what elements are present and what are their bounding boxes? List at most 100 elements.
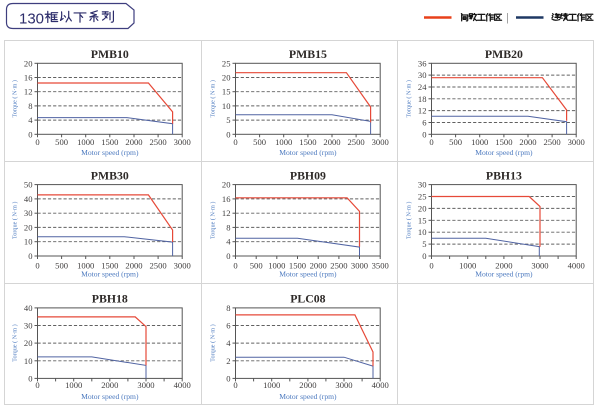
- svg-text:8: 8: [226, 222, 230, 232]
- svg-text:10: 10: [418, 227, 427, 237]
- svg-text:Torque ( N·m ): Torque ( N·m ): [405, 202, 412, 240]
- svg-text:0: 0: [35, 260, 39, 270]
- svg-text:10: 10: [222, 101, 231, 111]
- svg-text:40: 40: [24, 194, 33, 204]
- svg-text:1000: 1000: [471, 137, 488, 147]
- svg-text:0: 0: [226, 373, 230, 383]
- svg-text:Motor speed (rpm): Motor speed (rpm): [81, 148, 139, 157]
- svg-text:Torque ( N·m ): Torque ( N·m ): [405, 80, 412, 118]
- svg-text:2: 2: [226, 356, 230, 366]
- svg-text:Motor speed (rpm): Motor speed (rpm): [475, 270, 533, 279]
- svg-text:6: 6: [422, 118, 427, 128]
- svg-text:20: 20: [24, 222, 33, 232]
- svg-text:1000: 1000: [77, 137, 94, 147]
- svg-text:Torque ( N·m ): Torque ( N·m ): [209, 324, 216, 362]
- svg-text:40: 40: [24, 303, 33, 313]
- svg-text:15: 15: [222, 87, 231, 97]
- svg-text:130: 130: [19, 11, 44, 28]
- svg-text:|: |: [506, 12, 509, 24]
- svg-text:3000: 3000: [174, 260, 191, 270]
- svg-text:Torque ( N·m ): Torque ( N·m ): [209, 202, 216, 240]
- svg-text:0: 0: [233, 137, 237, 147]
- svg-text:4: 4: [226, 237, 231, 247]
- svg-text:2500: 2500: [150, 260, 167, 270]
- svg-text:6: 6: [226, 321, 231, 331]
- svg-text:PBH09: PBH09: [290, 168, 326, 182]
- svg-text:1500: 1500: [495, 137, 512, 147]
- svg-text:2000: 2000: [125, 260, 142, 270]
- svg-text:16: 16: [24, 73, 33, 83]
- svg-text:1500: 1500: [101, 137, 118, 147]
- svg-text:PMB30: PMB30: [91, 168, 129, 182]
- svg-text:3500: 3500: [372, 260, 389, 270]
- svg-text:3000: 3000: [372, 137, 389, 147]
- svg-text:8: 8: [28, 101, 32, 111]
- svg-text:20: 20: [222, 73, 231, 83]
- svg-text:20: 20: [222, 180, 231, 190]
- svg-text:30: 30: [418, 180, 427, 190]
- svg-text:4000: 4000: [568, 260, 585, 270]
- svg-text:4: 4: [28, 115, 33, 125]
- svg-text:PMB15: PMB15: [289, 47, 327, 61]
- svg-text:30: 30: [24, 208, 33, 218]
- svg-text:0: 0: [35, 137, 39, 147]
- svg-text:1500: 1500: [101, 260, 118, 270]
- svg-text:10: 10: [24, 237, 33, 247]
- svg-text:0: 0: [429, 137, 433, 147]
- svg-text:1000: 1000: [459, 260, 476, 270]
- svg-text:3000: 3000: [531, 260, 548, 270]
- svg-text:2000: 2000: [310, 260, 327, 270]
- svg-text:2500: 2500: [348, 137, 365, 147]
- svg-text:30: 30: [24, 321, 33, 331]
- svg-text:0: 0: [422, 251, 426, 261]
- svg-text:0: 0: [28, 129, 32, 139]
- svg-text:1500: 1500: [289, 260, 306, 270]
- svg-text:5: 5: [422, 239, 426, 249]
- svg-text:8: 8: [226, 303, 230, 313]
- svg-text:0: 0: [422, 129, 426, 139]
- svg-text:0: 0: [233, 380, 237, 390]
- svg-text:Motor speed (rpm): Motor speed (rpm): [279, 148, 337, 157]
- svg-text:Motor speed (rpm): Motor speed (rpm): [475, 148, 533, 157]
- svg-text:2500: 2500: [544, 137, 561, 147]
- svg-text:36: 36: [418, 58, 427, 68]
- svg-text:500: 500: [55, 260, 68, 270]
- svg-text:500: 500: [250, 260, 263, 270]
- svg-text:3000: 3000: [335, 380, 352, 390]
- svg-text:0: 0: [226, 251, 230, 261]
- svg-text:PMB20: PMB20: [485, 47, 523, 61]
- svg-text:Motor speed (rpm): Motor speed (rpm): [279, 270, 337, 279]
- svg-text:Torque ( N·m ): Torque ( N·m ): [11, 80, 18, 118]
- svg-text:Torque ( N·m ): Torque ( N·m ): [11, 202, 18, 240]
- svg-text:12: 12: [222, 208, 231, 218]
- svg-text:Motor speed (rpm): Motor speed (rpm): [81, 270, 139, 279]
- svg-text:0: 0: [35, 380, 39, 390]
- svg-text:4: 4: [226, 338, 231, 348]
- svg-text:16: 16: [222, 194, 231, 204]
- svg-text:2000: 2000: [101, 380, 118, 390]
- svg-text:20: 20: [418, 203, 427, 213]
- svg-text:2500: 2500: [330, 260, 347, 270]
- svg-text:2000: 2000: [495, 260, 512, 270]
- svg-text:2000: 2000: [323, 137, 340, 147]
- svg-text:2000: 2000: [299, 380, 316, 390]
- svg-text:Torque ( N·m ): Torque ( N·m ): [209, 80, 216, 118]
- svg-text:5: 5: [226, 115, 230, 125]
- svg-text:500: 500: [55, 137, 68, 147]
- svg-text:0: 0: [226, 129, 230, 139]
- svg-text:1000: 1000: [263, 380, 280, 390]
- svg-text:25: 25: [222, 58, 231, 68]
- svg-text:500: 500: [253, 137, 266, 147]
- svg-text:30: 30: [418, 70, 427, 80]
- svg-text:15: 15: [418, 215, 427, 225]
- svg-text:1000: 1000: [275, 137, 292, 147]
- svg-text:0: 0: [429, 260, 433, 270]
- svg-text:500: 500: [449, 137, 462, 147]
- svg-text:20: 20: [24, 338, 33, 348]
- svg-text:12: 12: [24, 87, 33, 97]
- svg-text:2000: 2000: [519, 137, 536, 147]
- svg-text:25: 25: [418, 192, 427, 202]
- svg-text:3000: 3000: [351, 260, 368, 270]
- svg-text:Motor speed (rpm): Motor speed (rpm): [279, 392, 337, 401]
- svg-text:12: 12: [418, 106, 427, 116]
